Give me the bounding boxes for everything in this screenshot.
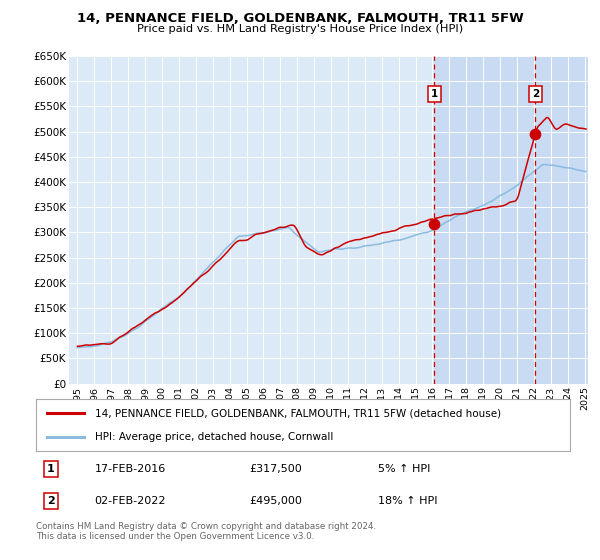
Text: Contains HM Land Registry data © Crown copyright and database right 2024.
This d: Contains HM Land Registry data © Crown c… (36, 522, 376, 542)
Text: 02-FEB-2022: 02-FEB-2022 (95, 496, 166, 506)
Text: 1: 1 (47, 464, 55, 474)
Text: £317,500: £317,500 (250, 464, 302, 474)
Text: 17-FEB-2016: 17-FEB-2016 (95, 464, 166, 474)
Point (530, 130, 540, 139)
Text: 14, PENNANCE FIELD, GOLDENBANK, FALMOUTH, TR11 5FW (detached house): 14, PENNANCE FIELD, GOLDENBANK, FALMOUTH… (95, 408, 501, 418)
Point (430, 219, 439, 228)
Text: 5% ↑ HPI: 5% ↑ HPI (378, 464, 430, 474)
Bar (434, 56, 600, 384)
Text: 1: 1 (431, 88, 438, 99)
Text: 2: 2 (47, 496, 55, 506)
Text: Price paid vs. HM Land Registry's House Price Index (HPI): Price paid vs. HM Land Registry's House … (137, 24, 463, 34)
Text: £495,000: £495,000 (250, 496, 302, 506)
Text: 2: 2 (532, 88, 539, 99)
Text: 18% ↑ HPI: 18% ↑ HPI (378, 496, 437, 506)
Text: 14, PENNANCE FIELD, GOLDENBANK, FALMOUTH, TR11 5FW: 14, PENNANCE FIELD, GOLDENBANK, FALMOUTH… (77, 12, 523, 25)
Text: HPI: Average price, detached house, Cornwall: HPI: Average price, detached house, Corn… (95, 432, 333, 442)
